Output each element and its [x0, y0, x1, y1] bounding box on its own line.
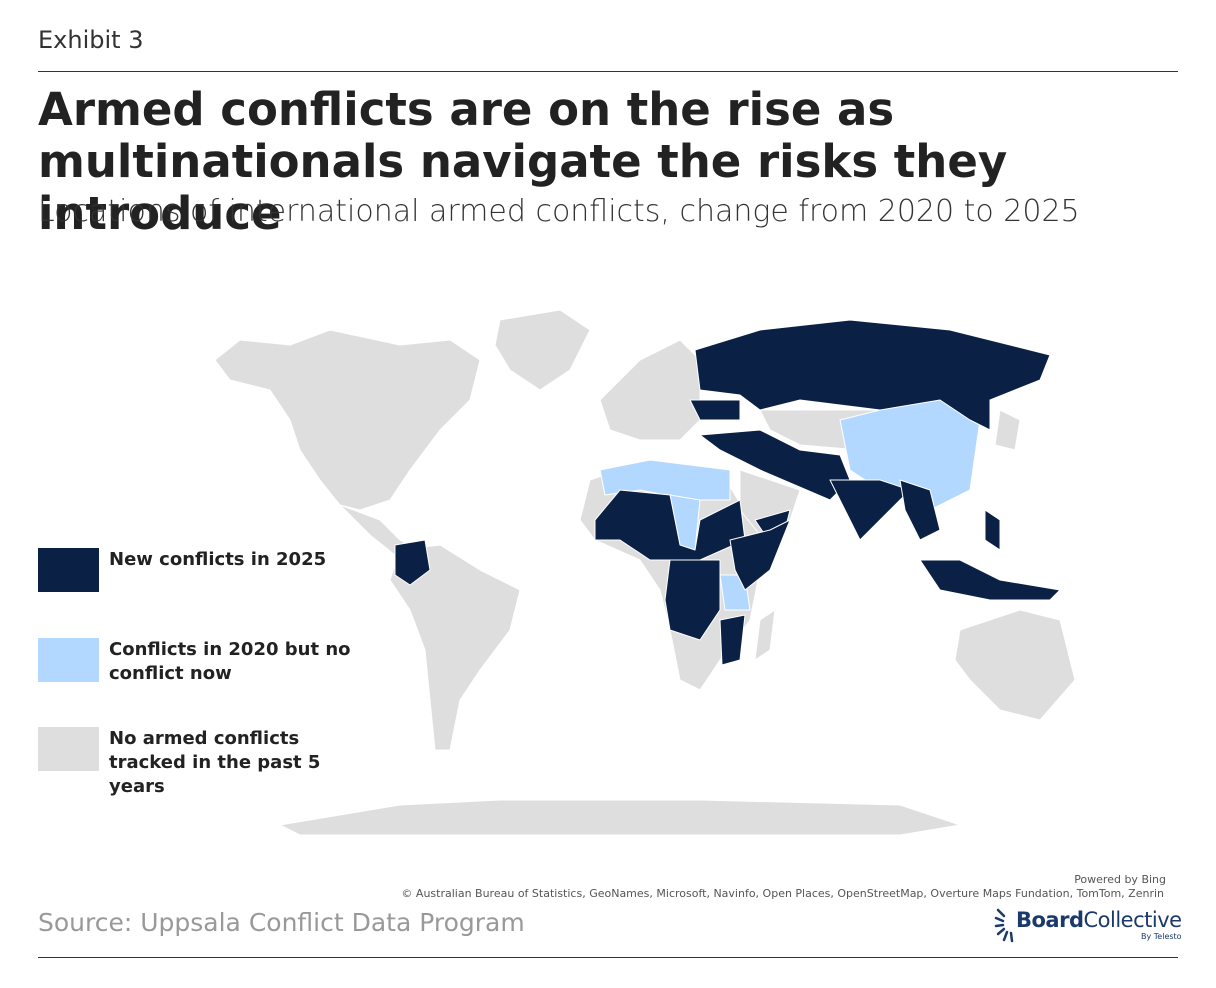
map-credits: © Australian Bureau of Statistics, GeoNa… — [401, 887, 1164, 900]
powered-by: Powered by Bing — [1074, 873, 1166, 886]
divider — [38, 71, 1178, 72]
central-africa — [664, 559, 721, 641]
legend-swatch — [38, 727, 99, 771]
mozambique — [719, 614, 746, 666]
logo: BoardCollective By Telesto — [994, 904, 1182, 944]
legend-swatch — [38, 548, 99, 592]
logo-name-bold: Board — [1016, 907, 1084, 932]
greenland — [494, 309, 591, 391]
legend-label: No armed conflicts tracked in the past 5… — [109, 728, 321, 797]
legend-label: New conflicts in 2025 — [109, 549, 327, 570]
ukraine — [689, 399, 741, 421]
title: Armed conflicts are on the rise as multi… — [38, 83, 1008, 240]
logo-icon — [994, 908, 1014, 943]
legend-item: New conflicts in 2025 — [38, 548, 369, 592]
subtitle: Locations of international armed conflic… — [38, 194, 1080, 229]
legend-label: Conflicts in 2020 but no conflict now — [109, 639, 351, 684]
exhibit-label: Exhibit 3 — [38, 26, 144, 54]
india — [829, 479, 911, 541]
logo-name-rest: Collective — [1083, 907, 1183, 932]
logo-text: BoardCollective By Telesto — [1016, 908, 1182, 941]
horn-of-africa — [729, 519, 791, 591]
indonesia — [919, 559, 1061, 601]
colombia — [394, 539, 431, 586]
south-america — [389, 544, 521, 751]
legend-item: No armed conflicts tracked in the past 5… — [38, 727, 369, 799]
philippines — [984, 509, 1001, 551]
logo-tagline: By Telesto — [1141, 931, 1182, 941]
europe — [599, 339, 701, 441]
sahel — [594, 489, 746, 561]
antarctica — [279, 799, 961, 836]
logo-name: BoardCollective — [1016, 908, 1182, 932]
divider — [38, 957, 1178, 958]
legend-item: Conflicts in 2020 but no conflict now — [38, 638, 369, 686]
russia — [694, 319, 1051, 431]
madagascar — [754, 609, 776, 661]
north-africa — [599, 459, 731, 501]
legend-swatch — [38, 638, 99, 682]
australia — [954, 609, 1076, 721]
world-map — [214, 309, 1076, 836]
source: Source: Uppsala Conflict Data Program — [38, 908, 525, 937]
myanmar — [899, 479, 941, 541]
north-america — [214, 329, 481, 511]
japan — [994, 409, 1021, 451]
